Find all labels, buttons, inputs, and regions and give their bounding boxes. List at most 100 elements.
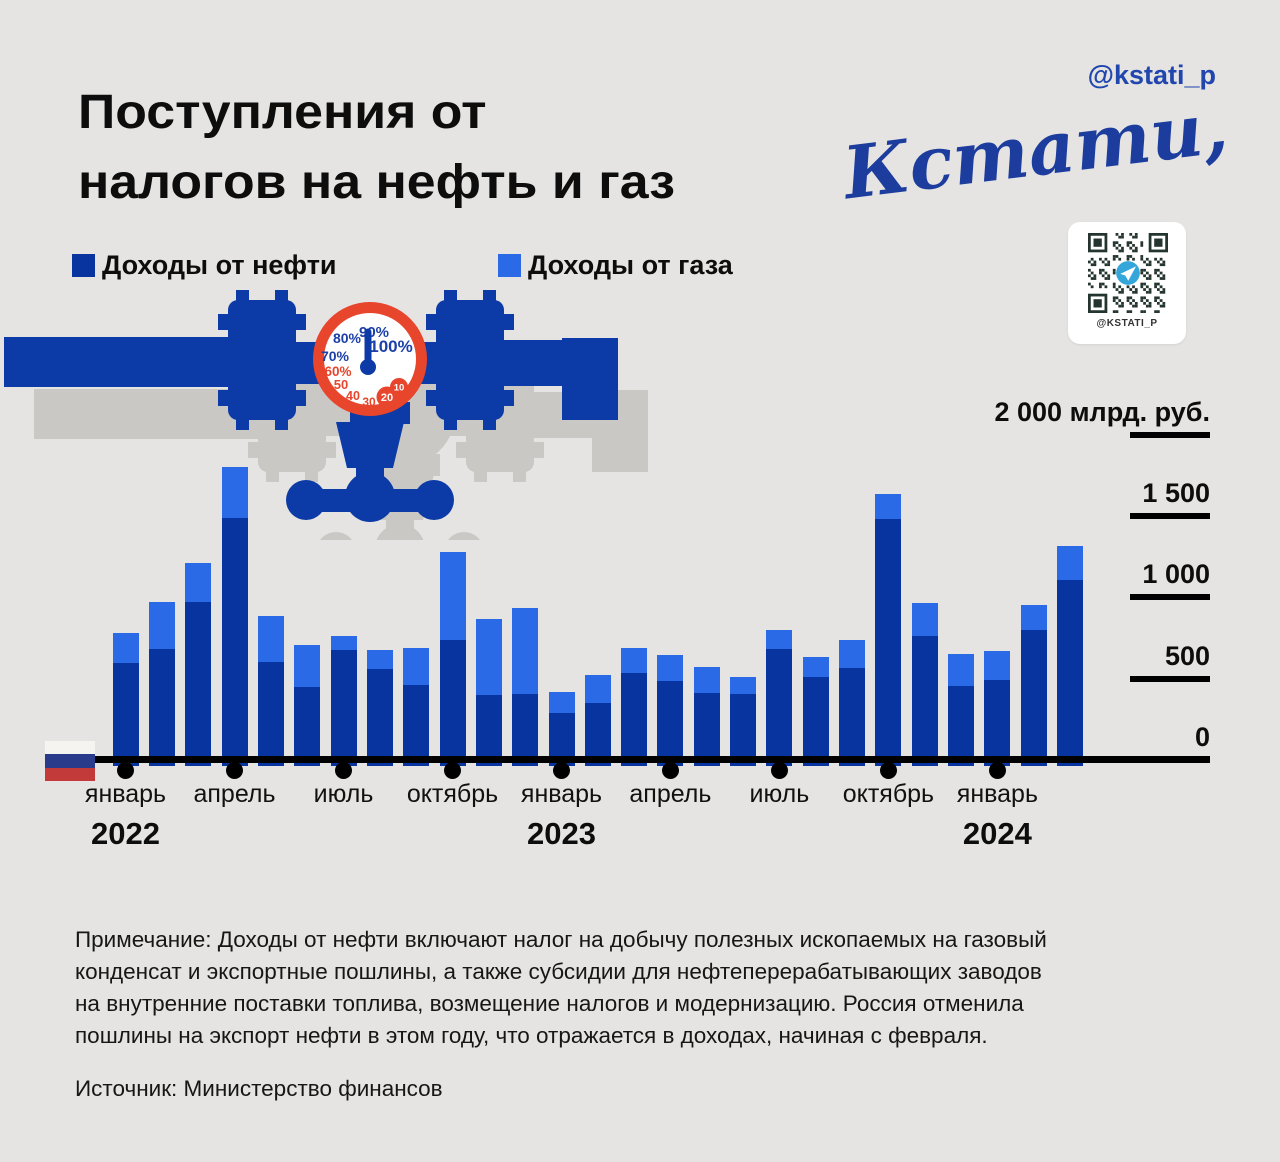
xtick-label-5: апрель — [629, 780, 712, 808]
bar-2023-10 — [875, 493, 902, 766]
bar-oil-segment — [911, 636, 938, 766]
bar-2024-03 — [1057, 546, 1084, 766]
year-label-2022: 2022 — [91, 816, 160, 851]
dial-badge-circle — [390, 378, 408, 396]
bar-oil-segment — [366, 668, 393, 766]
ytick-label-500: 500 — [1164, 640, 1210, 671]
bar-oil-segment — [657, 680, 684, 766]
dial-label-30: 30 — [362, 395, 376, 409]
bar-2022-06 — [294, 644, 321, 766]
bar-2023-02 — [584, 674, 611, 766]
bar-oil-segment — [984, 679, 1011, 766]
bar-oil-segment — [403, 684, 430, 766]
dial-badge-10: 10 — [394, 382, 405, 393]
bar-oil-segment — [766, 648, 793, 766]
axis-dot-4 — [553, 762, 570, 779]
flag-stripe-blue — [45, 754, 95, 768]
legend-item-gas: Доходы от газа — [498, 250, 733, 281]
bar-2023-04 — [657, 654, 684, 766]
bar-oil-segment — [475, 694, 502, 766]
xtick-label-1: апрель — [193, 780, 276, 808]
gauge-needle-hub — [360, 359, 376, 375]
xtick-label-7: октябрь — [842, 780, 935, 808]
dial-label-70%: 70% — [321, 348, 350, 364]
axis-dot-6 — [770, 762, 788, 779]
gas-legend-label: Доходы от газа — [528, 250, 733, 280]
bar-2022-03 — [185, 563, 212, 766]
bar-2023-07 — [766, 629, 793, 766]
bar-oil-segment — [294, 686, 321, 766]
bar-oil-segment — [257, 661, 284, 766]
russia-flag-icon — [45, 741, 95, 781]
footnote: Примечание: Доходы от нефти включают нал… — [75, 927, 1047, 1048]
ytick-label-2000: 2 000 млрд. руб. — [994, 396, 1211, 427]
qr-caption: @KSTATI_P — [1096, 318, 1158, 329]
qr-card: @KSTATI_P — [1068, 222, 1186, 344]
dial-label-80%: 80% — [333, 330, 362, 346]
xtick-label-4: январь — [520, 780, 603, 808]
dial-label-50: 50 — [334, 377, 348, 392]
oil-legend-swatch — [72, 254, 95, 277]
qr-code — [1088, 233, 1168, 313]
x-axis-line — [60, 756, 1210, 763]
oil-legend-label: Доходы от нефти — [102, 250, 337, 280]
xtick-label-6: июль — [749, 780, 810, 808]
bar-2023-06 — [730, 676, 757, 766]
bar-oil-segment — [1020, 629, 1047, 766]
bar-oil-segment — [330, 649, 357, 766]
ytick-label-0: 0 — [1194, 722, 1210, 752]
telegram-handle: @kstati_p — [1087, 60, 1216, 90]
bar-2022-04 — [221, 467, 248, 766]
ytick-line-1000 — [1130, 594, 1210, 601]
bar-2022-10 — [439, 552, 466, 766]
year-label-2023: 2023 — [527, 816, 596, 851]
bar-2024-02 — [1020, 605, 1047, 766]
ytick-line-2000 — [1130, 431, 1210, 438]
dial-label-90%: 90% — [359, 324, 389, 341]
ytick-line-500 — [1130, 675, 1210, 682]
bar-2023-11 — [911, 603, 938, 766]
bar-oil-segment — [512, 693, 539, 766]
ytick-line-1500 — [1130, 513, 1210, 519]
legend-item-oil: Доходы от нефти — [72, 250, 337, 281]
page-title: Поступления от налогов на нефть и газ — [78, 78, 675, 218]
bar-2022-12 — [512, 608, 539, 766]
bar-oil-segment — [112, 663, 139, 766]
ytick-label-1500: 1 500 — [1142, 478, 1210, 508]
bar-oil-segment — [948, 685, 975, 766]
bar-oil-segment — [693, 692, 720, 766]
xtick-label-3: октябрь — [406, 780, 499, 808]
axis-dot-0 — [117, 762, 134, 779]
bar-oil-segment — [185, 602, 212, 766]
bar-2022-09 — [403, 647, 430, 766]
ytick-label-1000: 1 000 — [1142, 559, 1210, 590]
bar-2022-07 — [330, 636, 357, 766]
axis-dot-1 — [226, 762, 243, 779]
bar-2022-05 — [257, 616, 284, 766]
bar-oil-segment — [730, 693, 757, 766]
bar-2022-08 — [366, 649, 393, 766]
bar-2023-08 — [802, 656, 829, 766]
xtick-label-8: январь — [956, 780, 1038, 808]
axis-dot-5 — [661, 762, 679, 779]
bar-2023-12 — [948, 653, 975, 766]
gas-legend-swatch — [498, 254, 521, 277]
dial-label-40: 40 — [346, 389, 360, 403]
bar-oil-segment — [584, 702, 611, 766]
bar-2023-01 — [548, 691, 575, 766]
bar-oil-segment — [875, 519, 902, 766]
dial-label-100%: 100% — [369, 337, 412, 356]
bar-oil-segment — [439, 640, 466, 766]
bar-oil-segment — [148, 648, 175, 766]
source-line: Источник: Министерство финансов — [75, 1076, 443, 1101]
flag-stripe-red — [45, 767, 95, 781]
axis-dot-3 — [444, 762, 461, 779]
xtick-label-0: январь — [84, 780, 167, 808]
bar-oil-segment — [1057, 580, 1084, 766]
dial-badge-20: 20 — [381, 392, 393, 404]
title-line-1: Поступления от — [78, 86, 487, 139]
